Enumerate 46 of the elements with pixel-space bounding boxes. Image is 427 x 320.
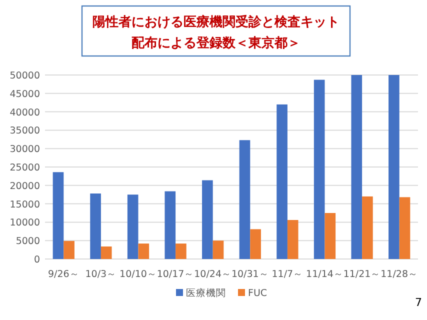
y-tick-label: 10000 <box>10 218 40 229</box>
bar <box>52 172 64 259</box>
bar <box>314 80 325 259</box>
y-tick-label: 45000 <box>10 88 40 100</box>
y-tick-label: 15000 <box>10 199 40 210</box>
y-tick-label: 50000 <box>10 70 40 82</box>
text: 7 <box>415 296 422 309</box>
bar <box>202 180 213 259</box>
bar <box>164 191 176 259</box>
bar <box>90 193 101 259</box>
bar <box>362 196 373 259</box>
legend-label: 医療機関 <box>186 287 226 299</box>
y-tick-label: 0 <box>34 254 40 266</box>
y-tick-label: 30000 <box>10 144 40 156</box>
bar <box>138 244 150 259</box>
x-tick-label: 10/17～ <box>156 269 194 280</box>
y-tick-label: 40000 <box>10 107 40 118</box>
x-tick-label: 10/24～ <box>194 269 232 280</box>
title: 陽性者における医療機関受診と検査キット配布による登録数＜東京都＞ <box>81 5 351 57</box>
bar <box>388 75 400 259</box>
chart-title: 陽性者における医療機関受診と検査キット配布による登録数＜東京都＞ <box>92 14 340 51</box>
bar <box>64 240 74 259</box>
y-tick-label: 35000 <box>10 126 40 137</box>
bar <box>399 197 410 259</box>
bar <box>324 213 336 259</box>
bar <box>250 229 261 259</box>
bar <box>176 244 186 259</box>
bar <box>351 75 362 259</box>
x-tick-label: 11/21～ <box>343 269 381 280</box>
bar <box>127 194 138 259</box>
bar <box>100 246 112 259</box>
x-tick-label: 9/26～ <box>48 269 80 280</box>
x-tick-label: 11/7～ <box>272 269 304 280</box>
bar <box>287 220 298 259</box>
x-tick-label: 10/31～ <box>231 269 269 280</box>
x-tick-label: 10/3～ <box>85 269 117 280</box>
x-tick-label: 11/14～ <box>306 269 344 280</box>
y-tick-label: 5000 <box>16 236 40 248</box>
x-tick-label: 11/28～ <box>380 269 418 280</box>
y-tick-label: 20000 <box>10 180 40 192</box>
legend-label: FUC <box>248 288 268 299</box>
bar <box>276 104 288 259</box>
bar <box>212 240 224 259</box>
x-tick-label: 10/10～ <box>120 269 157 280</box>
y-tick-label: 25000 <box>10 162 40 174</box>
bar <box>239 140 250 259</box>
